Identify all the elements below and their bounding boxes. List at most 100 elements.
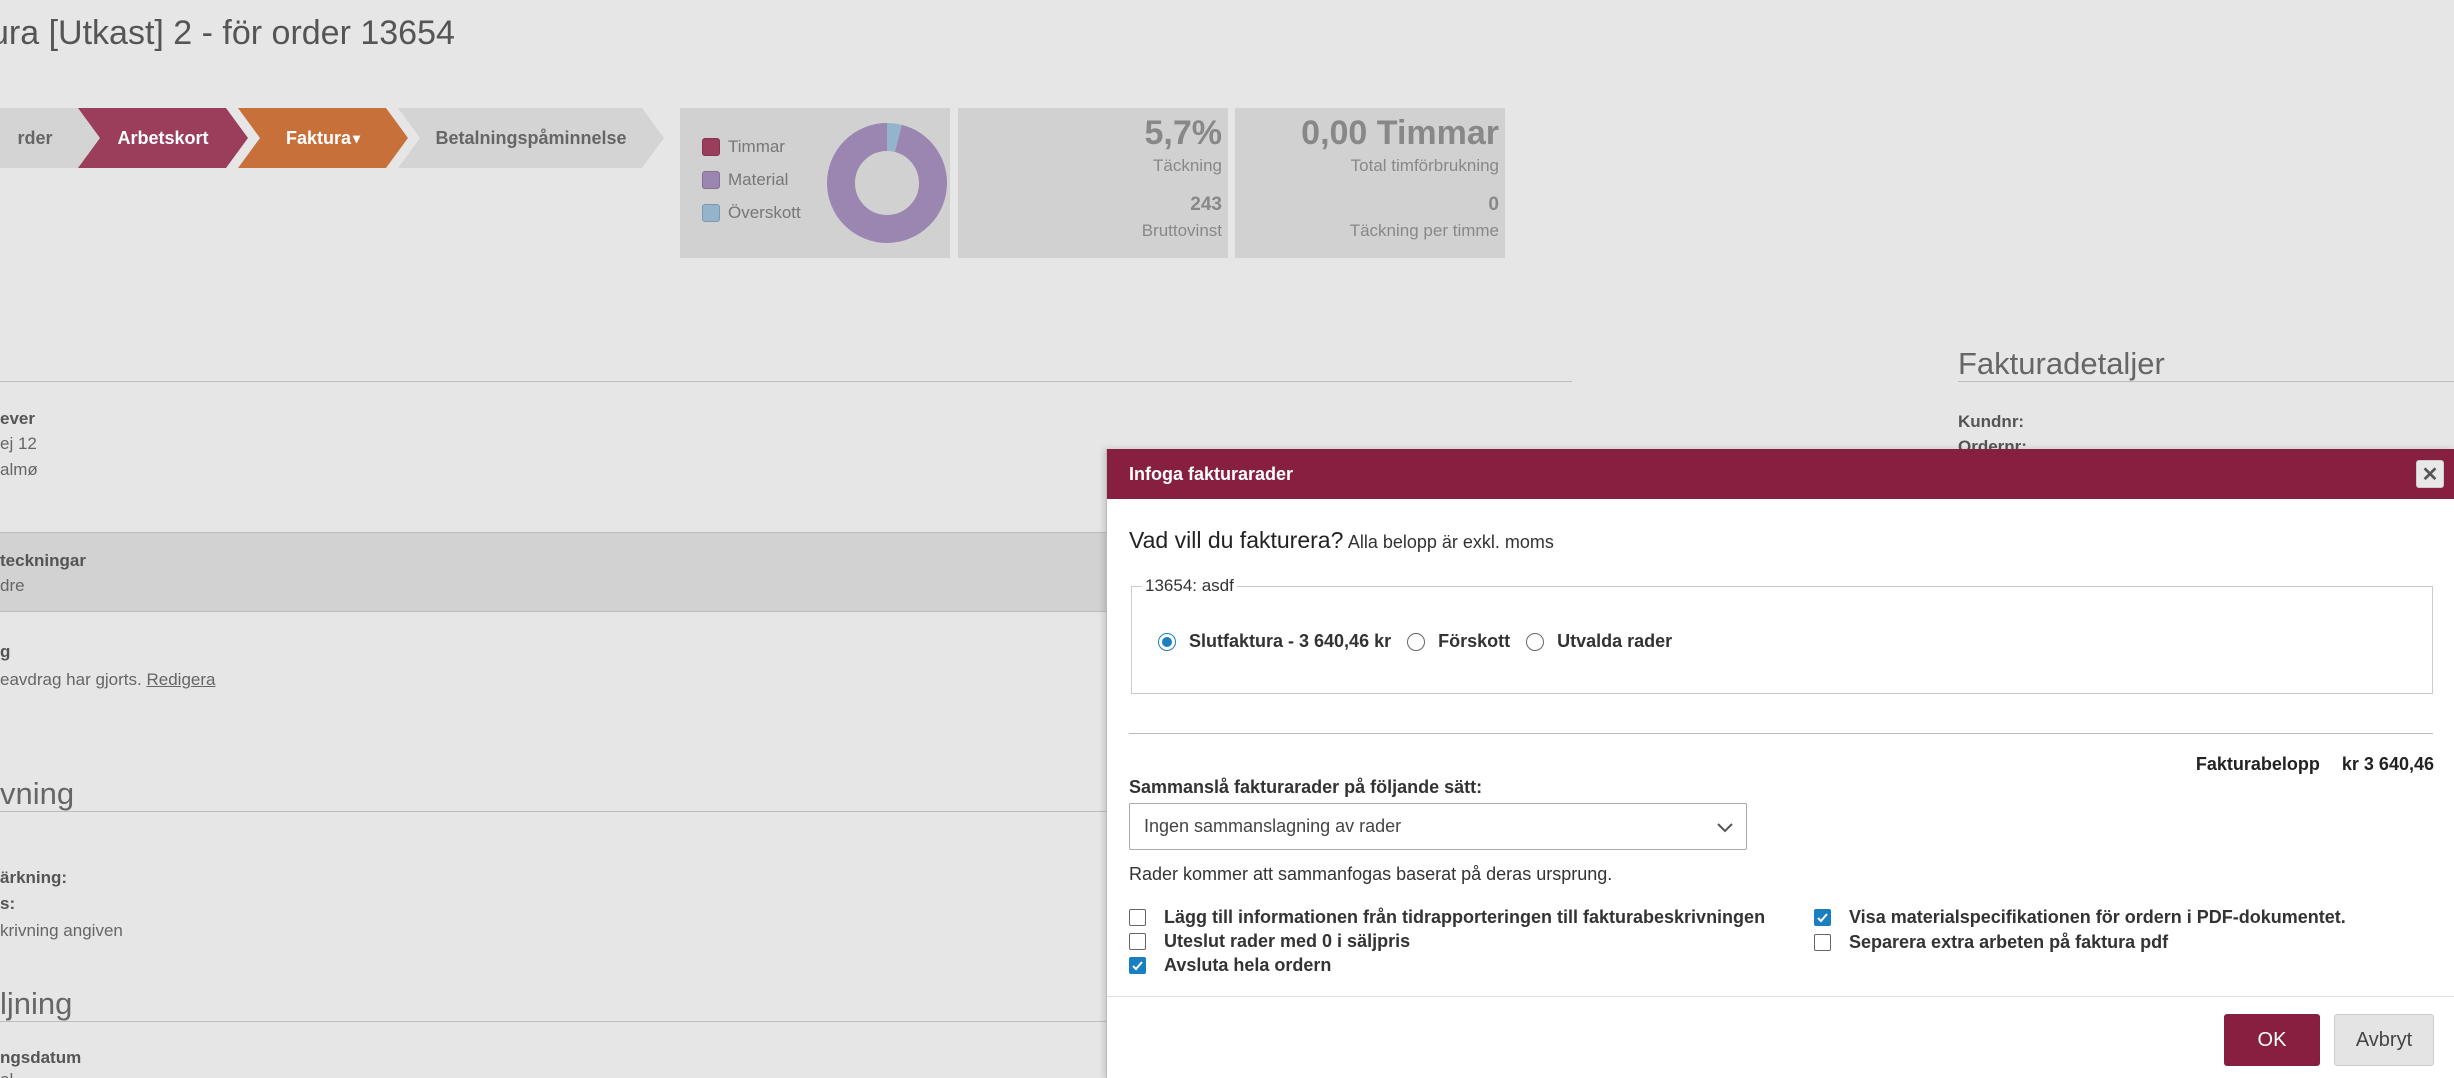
radio-forskott[interactable] <box>1407 632 1426 651</box>
step-faktura[interactable]: Faktura ▾ <box>238 108 408 168</box>
cancel-button[interactable]: Avbryt <box>2334 1014 2434 1066</box>
step-arbetskort[interactable]: Arbetskort <box>78 108 248 168</box>
invoice-amount-value: kr 3 640,46 <box>2341 754 2434 774</box>
combine-rows-selected: Ingen sammanslagning av rader <box>1144 816 1402 836</box>
close-button[interactable]: ✕ <box>2416 460 2444 488</box>
checkbox-close-order[interactable] <box>1129 957 1146 974</box>
coverage-kpi-panel: 5,7% Täckning 243 Bruttovinst <box>958 108 1228 258</box>
customer-number-label: Kundnr: <box>1958 412 2025 431</box>
divider <box>0 811 1110 812</box>
checkbox-close-order-label[interactable]: Avsluta hela ordern <box>1164 955 1332 975</box>
address-line-1: ej 12 <box>0 434 37 453</box>
question-subtext: Alla belopp är exkl. moms <box>1347 532 1554 552</box>
checkmark-icon <box>1132 961 1143 971</box>
combine-rows-select[interactable]: Ingen sammanslagning av rader <box>1129 803 1747 850</box>
notes-label: teckningar <box>0 551 86 570</box>
coverage-value: 5,7% <box>1144 114 1223 152</box>
divider <box>0 1021 1110 1022</box>
checkbox-separate-extra-work[interactable] <box>1814 934 1831 951</box>
divider <box>1958 381 2454 382</box>
combine-rows-label: Sammanslå fakturarader på följande sätt: <box>1129 777 1483 797</box>
legend-swatch <box>702 203 720 222</box>
edit-link[interactable]: Redigera <box>146 670 216 689</box>
option-exclude-zero-rows[interactable]: Uteslut rader med 0 i säljpris <box>1129 931 1410 952</box>
checkmark-icon <box>1817 913 1828 923</box>
ok-button[interactable]: OK <box>2224 1014 2320 1066</box>
invoice-amount: Fakturabelopp kr 3 640,46 <box>2196 754 2434 775</box>
radio-forskott-label[interactable]: Förskott <box>1438 631 1511 651</box>
checkbox-material-spec-pdf[interactable] <box>1814 909 1831 926</box>
checkbox-separate-extra-work-label[interactable]: Separera extra arbeten på faktura pdf <box>1849 932 2169 952</box>
invoice-question: Vad vill du fakturera? Alla belopp är ex… <box>1129 527 1554 554</box>
gross-profit-label: Bruttovinst <box>1141 221 1222 240</box>
radio-utvalda-rader-label[interactable]: Utvalda rader <box>1557 631 1673 651</box>
option-time-report-info[interactable]: Lägg till informationen från tidrapporte… <box>1129 907 1765 928</box>
step-order-label: rder <box>17 127 53 148</box>
step-betalningspaminnelse[interactable]: Betalningspåminnelse <box>398 108 664 168</box>
hours-kpi-panel: 0,00 Timmar Total timförbrukning 0 Täckn… <box>1235 108 1505 258</box>
marking-label: ärkning: <box>0 868 68 887</box>
order-legend: 13654: asdf <box>1142 576 1237 596</box>
deduction-text: eavdrag har gjorts. Redigera <box>0 670 215 690</box>
payment-heading: ljning <box>0 986 73 1021</box>
divider <box>1107 996 2454 997</box>
checkbox-material-spec-pdf-label[interactable]: Visa materialspecifikationen för ordern … <box>1849 907 2346 927</box>
legend-label: Överskott <box>728 202 801 222</box>
coverage-label: Täckning <box>1153 156 1222 175</box>
page-title: ura [Utkast] 2 - för order 13654 <box>0 14 455 52</box>
legend-label: Timmar <box>728 136 785 156</box>
invoice-details-title: Fakturadetaljer <box>1958 346 2165 381</box>
option-close-order[interactable]: Avsluta hela ordern <box>1129 955 1331 976</box>
legend-item: Material <box>702 163 801 196</box>
invoice-amount-label: Fakturabelopp <box>2195 754 2320 774</box>
deduction-label: g <box>0 642 11 661</box>
question-text: Vad vill du fakturera? <box>1129 527 1344 553</box>
description-heading: vning <box>0 776 75 811</box>
invoice-type-options: Slutfaktura - 3 640,46 kr Förskott Utval… <box>1158 631 1688 652</box>
no-description-text: krivning angiven <box>0 921 123 940</box>
step-order[interactable]: rder <box>0 108 110 168</box>
step-betalning-label: Betalningspåminnelse <box>435 127 627 148</box>
checkbox-exclude-zero-rows-label[interactable]: Uteslut rader med 0 i säljpris <box>1164 931 1411 951</box>
checkbox-exclude-zero-rows[interactable] <box>1129 933 1146 950</box>
insert-invoice-rows-dialog: Infoga fakturarader ✕ Vad vill du faktur… <box>1106 449 2454 1078</box>
notes-value: dre <box>0 576 25 595</box>
combine-info-text: Rader kommer att sammanfogas baserat på … <box>1129 864 1613 884</box>
legend-item: Timmar <box>702 130 801 163</box>
dialog-header: Infoga fakturarader ✕ <box>1107 449 2454 499</box>
radio-utvalda-rader[interactable] <box>1526 632 1545 651</box>
option-material-spec-pdf[interactable]: Visa materialspecifikationen för ordern … <box>1814 907 2346 928</box>
close-icon: ✕ <box>2421 463 2439 486</box>
checkbox-time-report-info-label[interactable]: Lägg till informationen från tidrapporte… <box>1164 907 1766 927</box>
coverage-per-hour-value: 0 <box>1488 194 1499 215</box>
chevron-down-icon <box>1717 823 1733 833</box>
radio-slutfaktura-label[interactable]: Slutfaktura - 3 640,46 kr <box>1189 631 1392 651</box>
legend-label: Material <box>728 169 789 189</box>
divider <box>1129 733 2433 734</box>
divider <box>0 381 1572 382</box>
caret-down-icon: ▾ <box>353 129 361 146</box>
cost-donut-chart <box>827 123 947 243</box>
cost-chart-panel: Timmar Material Överskott <box>680 108 950 258</box>
dialog-title: Infoga fakturarader <box>1129 463 1294 484</box>
step-faktura-label: Faktura <box>285 127 351 148</box>
legend-item: Överskott <box>702 196 801 229</box>
donut-slice-material <box>827 123 947 243</box>
address-line-2: almø <box>0 460 38 479</box>
deduction-status: eavdrag har gjorts. <box>0 670 142 689</box>
payment-date-value: ol <box>0 1070 13 1078</box>
radio-slutfaktura[interactable] <box>1158 632 1176 651</box>
legend-swatch <box>702 170 720 189</box>
delivery-label: ever <box>0 409 35 428</box>
legend-swatch <box>702 137 720 156</box>
payment-date-label: ngsdatum <box>0 1048 82 1067</box>
notes-section <box>0 532 1110 612</box>
description-label: s: <box>0 894 16 913</box>
checkbox-time-report-info[interactable] <box>1129 909 1146 926</box>
total-hours-label: Total timförbrukning <box>1350 156 1499 175</box>
step-arbetskort-label: Arbetskort <box>117 127 209 148</box>
option-separate-extra-work[interactable]: Separera extra arbeten på faktura pdf <box>1814 932 2168 953</box>
total-hours-value: 0,00 Timmar <box>1301 114 1499 152</box>
order-fieldset: 13654: asdf Slutfaktura - 3 640,46 kr Fö… <box>1131 576 2433 694</box>
chart-legend: Timmar Material Överskott <box>702 130 801 229</box>
